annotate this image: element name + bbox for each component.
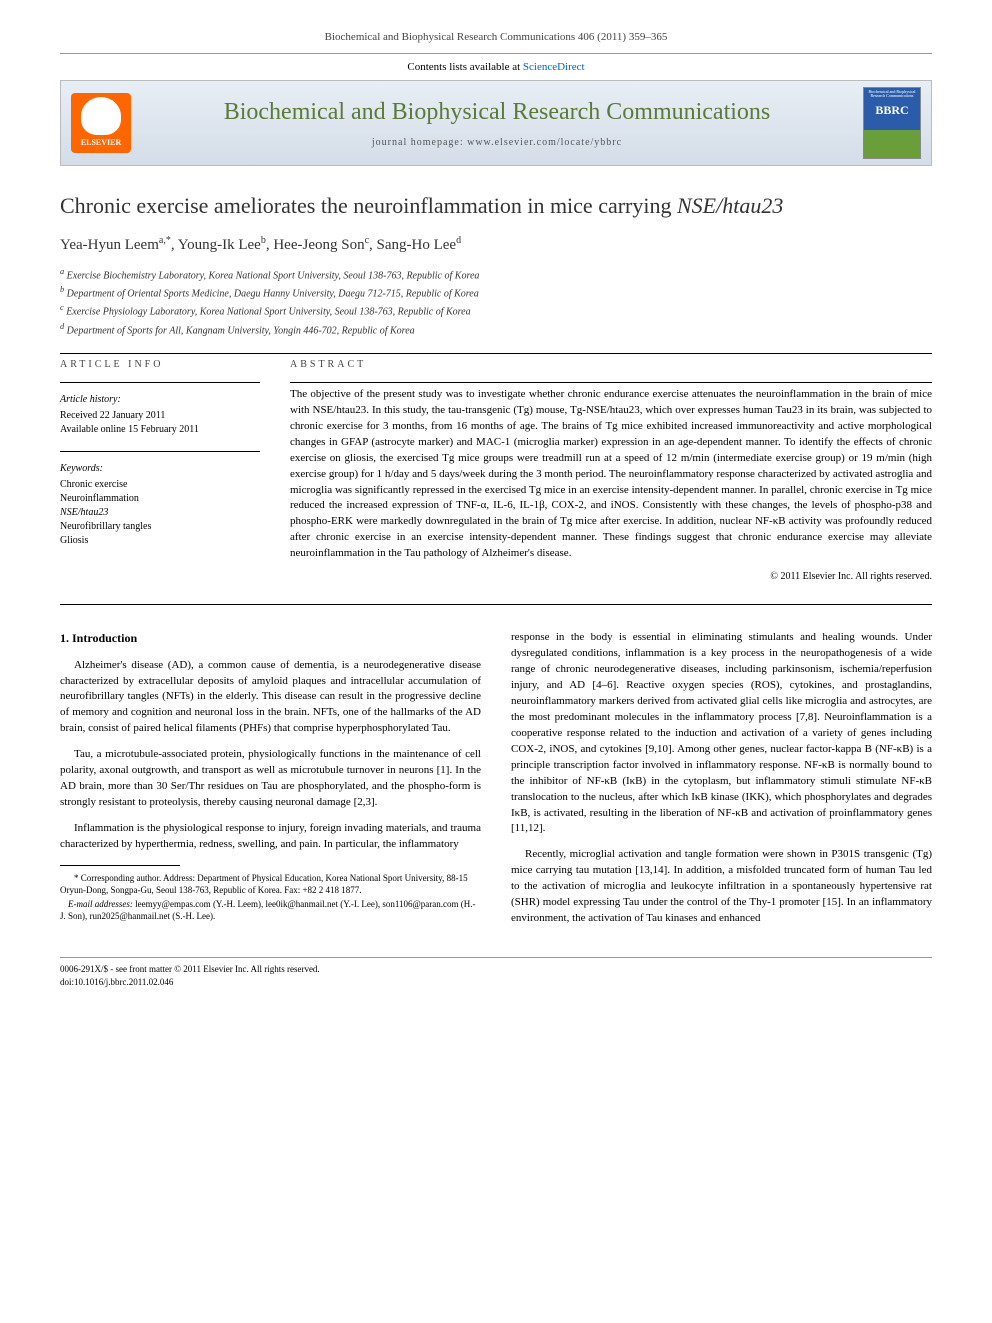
intro-p3: Inflammation is the physiological respon…: [60, 821, 481, 853]
author-2-sup: b: [261, 235, 266, 246]
keyword-4: Gliosis: [60, 534, 260, 548]
author-1: Yea-Hyun Leem: [60, 237, 159, 253]
elsevier-logo: ELSEVIER: [71, 93, 131, 153]
journal-cover-thumbnail: Biochemical and Biophysical Research Com…: [863, 87, 921, 159]
keyword-3: Neurofibrillary tangles: [60, 520, 260, 534]
header-citation: Biochemical and Biophysical Research Com…: [60, 30, 932, 45]
email-addresses: E-mail addresses: leemyy@empas.com (Y.-H…: [60, 898, 481, 922]
info-abstract-row: ARTICLE INFO Article history: Received 2…: [60, 358, 932, 584]
title-gene-name: NSE/htau23: [677, 193, 783, 218]
introduction-heading: 1. Introduction: [60, 630, 481, 647]
abstract-heading: ABSTRACT: [290, 358, 932, 372]
divider-top: [60, 353, 932, 354]
affiliation-c: c Exercise Physiology Laboratory, Korea …: [60, 302, 932, 319]
authors-line: Yea-Hyun Leema,*, Young-Ik Leeb, Hee-Jeo…: [60, 234, 932, 256]
footnotes: * Corresponding author. Address: Departm…: [60, 872, 481, 923]
footer-left: 0006-291X/$ - see front matter © 2011 El…: [60, 963, 320, 988]
article-title: Chronic exercise ameliorates the neuroin…: [60, 191, 932, 222]
journal-name: Biochemical and Biophysical Research Com…: [131, 96, 863, 130]
body-columns: 1. Introduction Alzheimer's disease (AD)…: [60, 630, 932, 937]
intro-p5: Recently, microglial activation and tang…: [511, 847, 932, 927]
sciencedirect-link[interactable]: ScienceDirect: [523, 61, 585, 73]
footer-copyright: 0006-291X/$ - see front matter © 2011 El…: [60, 963, 320, 976]
affiliation-d: d Department of Sports for All, Kangnam …: [60, 321, 932, 338]
footnote-separator: [60, 865, 180, 866]
cover-abbrev: BBRC: [875, 102, 908, 119]
keyword-2: NSE/htau23: [60, 506, 260, 520]
affiliation-b: b Department of Oriental Sports Medicine…: [60, 284, 932, 301]
author-3-sup: c: [365, 235, 369, 246]
keywords-label: Keywords:: [60, 462, 260, 476]
author-3: Hee-Jeong Son: [273, 237, 364, 253]
journal-homepage: journal homepage: www.elsevier.com/locat…: [131, 136, 863, 150]
journal-banner: ELSEVIER Biochemical and Biophysical Res…: [60, 80, 932, 166]
intro-p2: Tau, a microtubule-associated protein, p…: [60, 747, 481, 811]
abstract-text: The objective of the present study was t…: [290, 387, 932, 562]
keyword-1: Neuroinflammation: [60, 492, 260, 506]
abstract-divider: [290, 382, 932, 383]
article-info-heading: ARTICLE INFO: [60, 358, 260, 372]
author-2: Young-Ik Lee: [178, 237, 261, 253]
article-info-block: ARTICLE INFO Article history: Received 2…: [60, 358, 260, 584]
corresponding-author: * Corresponding author. Address: Departm…: [60, 872, 481, 896]
info-divider-1: [60, 382, 260, 383]
author-1-sup: a,*: [159, 235, 171, 246]
intro-p1: Alzheimer's disease (AD), a common cause…: [60, 658, 481, 738]
author-4: Sang-Ho Lee: [377, 237, 457, 253]
body-column-left: 1. Introduction Alzheimer's disease (AD)…: [60, 630, 481, 937]
affiliations: a Exercise Biochemistry Laboratory, Kore…: [60, 266, 932, 338]
author-4-sup: d: [456, 235, 461, 246]
contents-prefix: Contents lists available at: [407, 61, 522, 73]
elsevier-tree-icon: [81, 97, 121, 135]
publisher-logo-block: ELSEVIER: [71, 93, 131, 153]
online-date: Available online 15 February 2011: [60, 423, 260, 437]
info-divider-2: [60, 451, 260, 452]
affiliation-a: a Exercise Biochemistry Laboratory, Kore…: [60, 266, 932, 283]
intro-p4: response in the body is essential in eli…: [511, 630, 932, 837]
history-label: Article history:: [60, 393, 260, 407]
contents-line: Contents lists available at ScienceDirec…: [60, 53, 932, 75]
abstract-copyright: © 2011 Elsevier Inc. All rights reserved…: [290, 570, 932, 584]
elsevier-text: ELSEVIER: [81, 137, 121, 148]
body-column-right: response in the body is essential in eli…: [511, 630, 932, 937]
journal-title-block: Biochemical and Biophysical Research Com…: [131, 96, 863, 150]
title-text: Chronic exercise ameliorates the neuroin…: [60, 193, 677, 218]
footer-doi: doi:10.1016/j.bbrc.2011.02.046: [60, 976, 320, 989]
received-date: Received 22 January 2011: [60, 409, 260, 423]
divider-bottom: [60, 604, 932, 605]
keyword-0: Chronic exercise: [60, 478, 260, 492]
abstract-block: ABSTRACT The objective of the present st…: [290, 358, 932, 584]
page-footer: 0006-291X/$ - see front matter © 2011 El…: [60, 957, 932, 988]
cover-title-text: Biochemical and Biophysical Research Com…: [866, 90, 918, 99]
